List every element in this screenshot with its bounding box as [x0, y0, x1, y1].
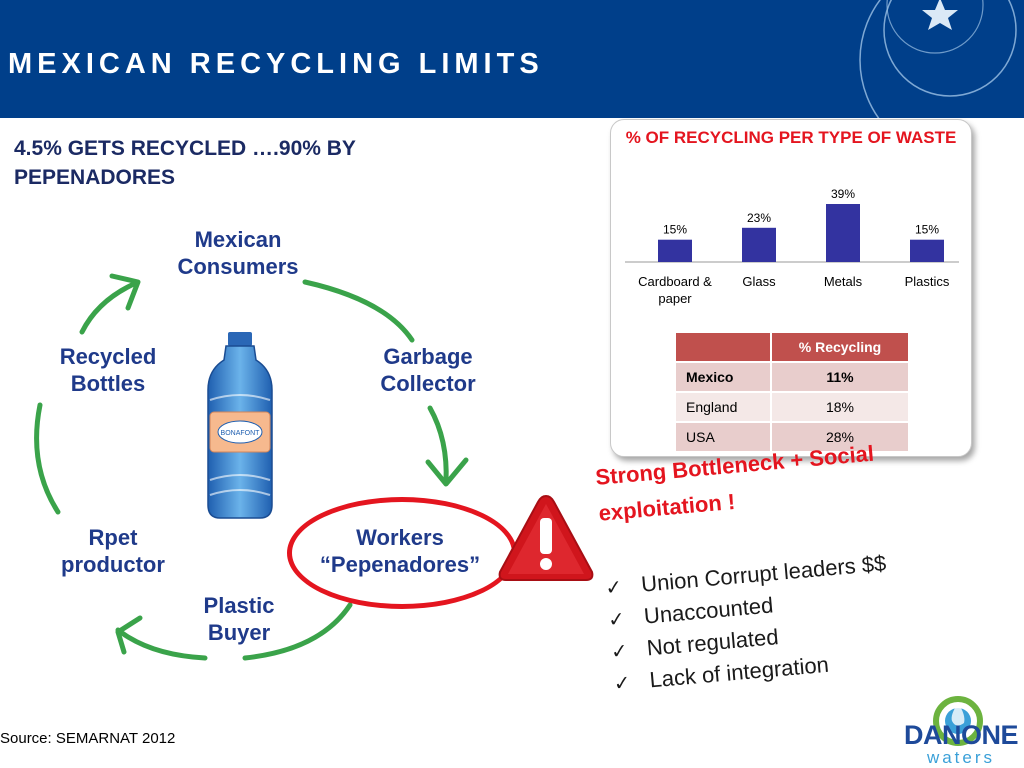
cycle-arrows [34, 273, 469, 661]
table-row: USA 28% [674, 421, 910, 453]
header-bar: MEXICAN RECYCLING LIMITS [0, 0, 1024, 118]
star-decoration-icon [859, 0, 1017, 118]
recycling-bar-chart: 15% Cardboard & paper 23% Glass 39% Metals 15% P… [625, 187, 959, 306]
table-header-row: % Recycling [674, 331, 910, 363]
arrow-consumers-to-collector [302, 279, 415, 343]
source-note: Source: SEMARNAT 2012 [0, 730, 176, 747]
category-label: Glass [742, 274, 776, 289]
arrow-bottles-to-consumers [79, 280, 139, 335]
page-title: MEXICAN RECYCLING LIMITS [8, 48, 544, 80]
subtitle: 4.5% GETS RECYCLED ….90% BY PEPENADORES [14, 137, 356, 189]
check-icon: ✓ [607, 608, 626, 632]
check-icon: ✓ [612, 672, 632, 696]
table-cell-rate: 18% [770, 391, 910, 423]
danone-logo-icon [933, 696, 983, 746]
warning-triangle-icon [498, 494, 594, 581]
arrow-rpet-to-bottles [34, 402, 61, 515]
arrow-collector-to-workers [427, 405, 449, 485]
bar [742, 227, 776, 262]
bar [658, 239, 692, 262]
logo-subtext: waters [926, 748, 996, 767]
table-cell-rate: 11% [770, 361, 910, 393]
table-row: England 18% [674, 391, 910, 423]
node-recycled-bottles: Recycled Bottles [59, 344, 157, 396]
table-cell-country: USA [674, 421, 772, 453]
check-icon: ✓ [604, 576, 624, 600]
chart-title: % OF RECYCLING PER TYPE OF WASTE [625, 128, 957, 147]
category-label: Plastics [905, 274, 950, 289]
arrow-buyer-to-rpet [115, 627, 208, 661]
data-label: 15% [663, 223, 687, 237]
bottleneck-list: ✓ Union Corrupt leaders $$ ✓ Unaccounted ✓… [604, 547, 896, 699]
table-row: Mexico 11% [674, 361, 910, 393]
data-label: 39% [831, 187, 855, 201]
node-workers-pepenadores: Workers “Pepenadores” [319, 525, 481, 577]
node-garbage-collector: Garbage Collector [380, 344, 476, 396]
category-label: Cardboard & [638, 274, 712, 289]
data-label: 15% [915, 223, 939, 237]
table-cell-country: Mexico [674, 361, 772, 393]
table-header-country [674, 331, 772, 363]
table-header-rate: % Recycling [770, 331, 910, 363]
category-label: Metals [824, 274, 863, 289]
node-rpet-productor: Rpet productor [61, 525, 165, 577]
arrow-workers-to-buyer [242, 602, 353, 661]
bottle-icon: BONAFONT [207, 332, 273, 519]
category-label: paper [658, 291, 692, 306]
data-label: 23% [747, 211, 771, 225]
node-plastic-buyer: Plastic Buyer [203, 593, 275, 645]
table-cell-rate: 28% [770, 421, 910, 453]
bottle-brand-label: BONAFONT [221, 430, 261, 437]
bar [826, 204, 860, 262]
check-icon: ✓ [610, 640, 629, 664]
node-mexican-consumers: Mexican Consumers [177, 227, 299, 279]
table-cell-country: England [674, 391, 772, 423]
recycling-rates-table: % Recycling Mexico 11% England 18% USA 2… [674, 331, 910, 453]
bar [910, 239, 944, 262]
logo-wordmark: DANONE [903, 720, 1019, 750]
